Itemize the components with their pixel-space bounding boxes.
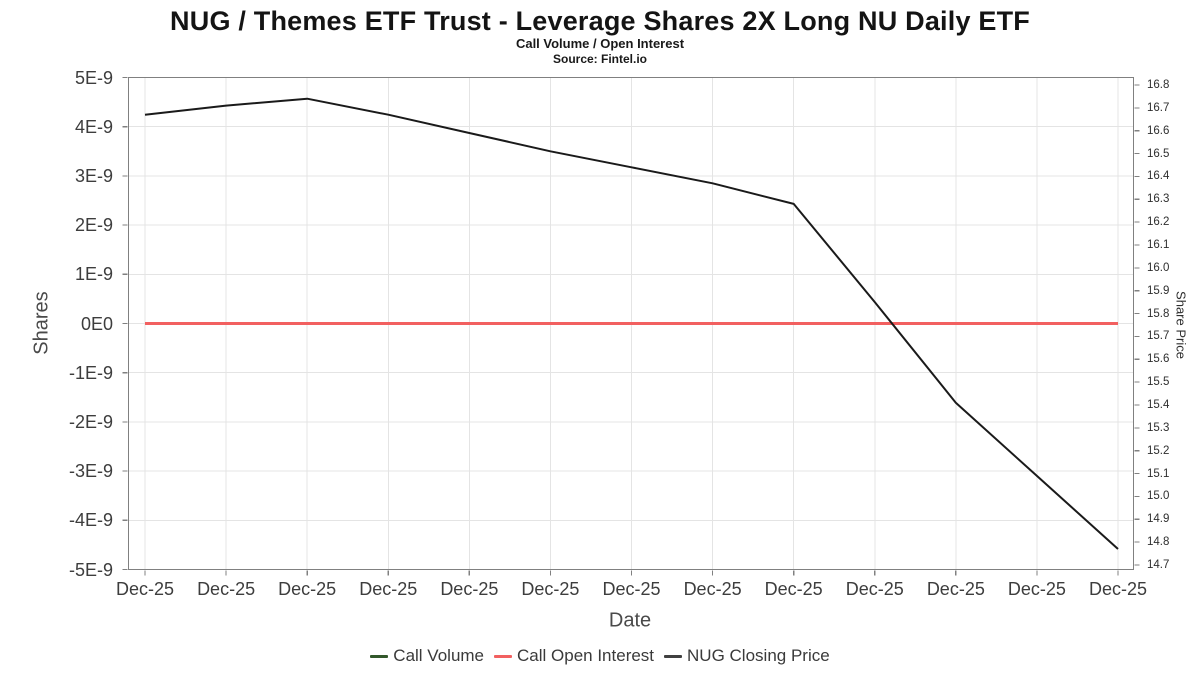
legend-label: NUG Closing Price bbox=[687, 646, 830, 665]
x-axis-tick-label: Dec-25 bbox=[197, 579, 256, 599]
chart-source: Source: Fintel.io bbox=[552, 52, 647, 66]
x-axis-tick-label: Dec-25 bbox=[1088, 579, 1148, 599]
right-axis-title: Share Price bbox=[1173, 291, 1189, 359]
right-axis-tick-label: 15.2 bbox=[1147, 444, 1170, 457]
x-axis-tick-label: Dec-25 bbox=[115, 579, 175, 599]
legend-item-nug-closing-price[interactable]: NUG Closing Price bbox=[664, 646, 830, 666]
plot-frame bbox=[127, 76, 1135, 571]
right-axis-tick-label: 15.5 bbox=[1147, 376, 1170, 389]
x-axis-tick-label: Dec-25 bbox=[521, 579, 580, 599]
x-axis-tick-label: Dec-25 bbox=[845, 579, 904, 599]
chart-subtitle: Call Volume / Open Interest bbox=[515, 36, 685, 51]
left-axis-tick-label: 3E-9 bbox=[74, 165, 113, 186]
right-axis-tick-label: 15.1 bbox=[1147, 467, 1170, 480]
x-axis-tick-label: Dec-25 bbox=[1007, 579, 1066, 599]
legend-dash-icon bbox=[664, 654, 683, 658]
left-axis-tick-label: 4E-9 bbox=[74, 116, 113, 137]
right-axis-tick-label: 15.7 bbox=[1147, 330, 1170, 343]
x-axis-tick-label: Dec-25 bbox=[359, 579, 418, 599]
right-axis-tick-label: 14.9 bbox=[1147, 513, 1170, 526]
chart-title: NUG / Themes ETF Trust - Leverage Shares… bbox=[170, 6, 1030, 36]
left-axis-tick-label: 0E0 bbox=[80, 313, 113, 334]
left-axis-tick-label: -3E-9 bbox=[68, 461, 113, 482]
right-axis-tick-label: 15.3 bbox=[1147, 421, 1170, 434]
right-axis-tick-label: 15.9 bbox=[1147, 284, 1170, 297]
right-axis-tick-label: 15.4 bbox=[1147, 399, 1170, 411]
left-axis-tick-label: -4E-9 bbox=[68, 510, 113, 531]
legend-label: Call Open Interest bbox=[517, 646, 655, 665]
legend-dash-icon bbox=[370, 654, 389, 658]
right-axis-tick-label: 15.0 bbox=[1147, 490, 1170, 503]
legend-item-call-volume[interactable]: Call Volume bbox=[370, 646, 484, 666]
left-axis-tick-label: 5E-9 bbox=[74, 67, 113, 88]
x-axis-tick-label: Dec-25 bbox=[602, 579, 661, 599]
right-axis-tick-label: 16.8 bbox=[1147, 79, 1170, 91]
legend-label: Call Volume bbox=[393, 646, 485, 665]
right-axis-tick-label: 15.6 bbox=[1147, 353, 1170, 366]
legend-item-call-open-interest[interactable]: Call Open Interest bbox=[494, 646, 654, 666]
x-axis-tick-label: Dec-25 bbox=[926, 579, 985, 599]
left-axis-tick-label: -2E-9 bbox=[68, 411, 113, 432]
legend: Call Volume Call Open Interest NUG Closing… bbox=[0, 646, 1200, 666]
x-axis-tick-label: Dec-25 bbox=[440, 579, 499, 599]
left-axis-tick-label: 1E-9 bbox=[74, 264, 113, 285]
right-axis-tick-label: 16.1 bbox=[1147, 239, 1170, 251]
right-axis-tick-label: 16.3 bbox=[1147, 193, 1170, 206]
x-axis-tick-label: Dec-25 bbox=[764, 579, 823, 599]
right-axis-tick-label: 16.4 bbox=[1147, 170, 1170, 183]
x-axis-title: Date bbox=[608, 609, 652, 632]
series-line-nug-closing-price bbox=[144, 97, 1119, 550]
right-axis-tick-label: 16.0 bbox=[1147, 261, 1170, 274]
x-axis-tick-label: Dec-25 bbox=[278, 579, 337, 599]
right-axis-tick-label: 14.7 bbox=[1147, 559, 1170, 571]
x-axis-tick-label: Dec-25 bbox=[683, 579, 742, 599]
left-axis-tick-label: -1E-9 bbox=[68, 362, 113, 383]
right-axis-tick-label: 14.8 bbox=[1147, 536, 1170, 549]
right-axis-tick-label: 16.6 bbox=[1147, 124, 1170, 137]
left-axis-tick-label: -5E-9 bbox=[68, 559, 113, 580]
right-axis-tick-label: 16.5 bbox=[1147, 147, 1170, 160]
left-axis-title: Shares bbox=[30, 291, 53, 355]
left-axis-tick-label: 2E-9 bbox=[74, 215, 113, 236]
right-axis-tick-label: 16.2 bbox=[1147, 216, 1170, 229]
right-axis-tick-label: 16.7 bbox=[1147, 101, 1170, 114]
right-axis-tick-label: 15.8 bbox=[1147, 307, 1170, 320]
legend-dash-icon bbox=[494, 654, 513, 658]
